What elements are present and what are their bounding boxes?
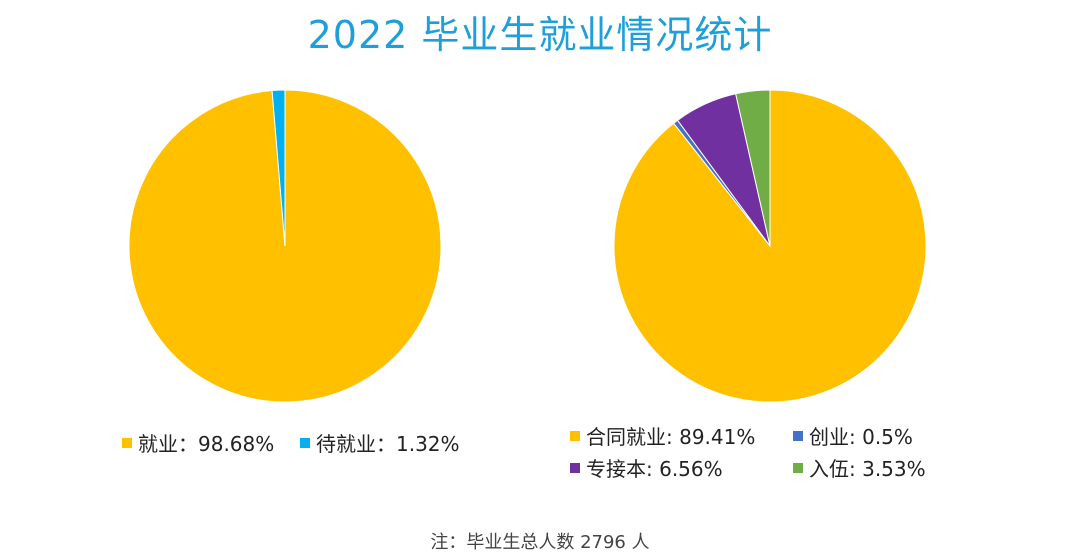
legend-item-waiting: 待就业：1.32% (300, 428, 460, 457)
legend-item-contract: 合同就业: 89.41% (570, 421, 755, 450)
legend-swatch (570, 430, 580, 441)
legend-swatch (793, 430, 803, 441)
legend-item-startup: 创业: 0.5% (793, 421, 913, 450)
pie-slice-2 (271, 89, 286, 247)
legend-label: 专接本: 6.56% (586, 457, 723, 481)
legend-item-employed: 就业：98.68% (122, 428, 274, 457)
chart-title: 2022 毕业生就业情况统计 (307, 13, 773, 57)
legend-swatch (300, 437, 310, 448)
pie-chart-employment-breakdown (613, 89, 927, 403)
footnote: 注：毕业生总人数 2796 人 (430, 532, 650, 553)
legend-label: 创业: 0.5% (809, 425, 913, 449)
legend-swatch (793, 462, 803, 473)
legend-label: 入伍: 3.53% (809, 457, 926, 481)
legend-label: 就业：98.68% (138, 432, 275, 456)
pie-slice-4 (735, 89, 771, 247)
legend-item-upgrade: 专接本: 6.56% (570, 453, 723, 482)
legend-swatch (570, 462, 580, 473)
pie-chart-employment (128, 89, 442, 403)
legend-label: 待就业：1.32% (316, 432, 460, 456)
legend-label: 合同就业: 89.41% (586, 425, 756, 449)
legend-item-military: 入伍: 3.53% (793, 453, 926, 482)
legend-swatch (122, 437, 132, 448)
